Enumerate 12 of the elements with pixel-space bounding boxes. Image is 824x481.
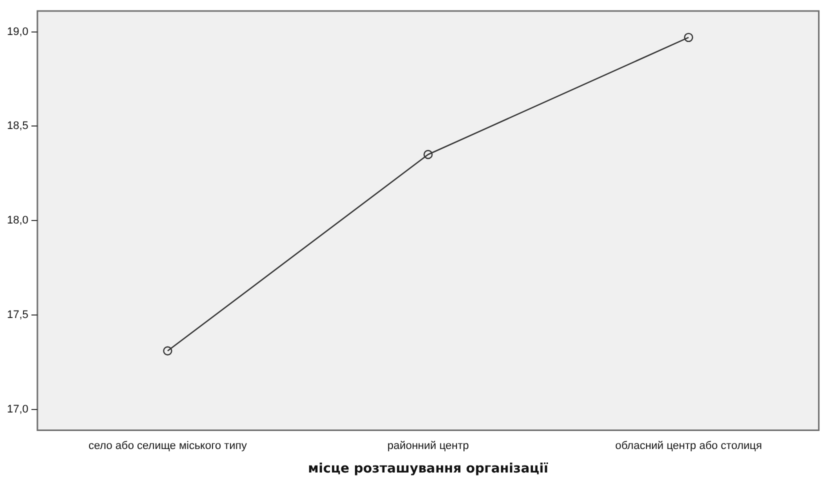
y-tick-label: 19,0 (6, 26, 28, 38)
y-tick-label: 18,0 (6, 214, 28, 227)
x-tick-label: обласний центр або столиця (615, 440, 762, 452)
x-axis-title: місце розташування організації (308, 462, 549, 477)
y-tick-label: 18,5 (6, 120, 28, 132)
y-tick-label: 17,0 (6, 403, 28, 416)
point (684, 32, 694, 42)
point (424, 150, 433, 160)
x-tick-label: село або селище міського типу (88, 440, 248, 452)
x-tick-label: районний центр (387, 440, 469, 452)
point (163, 346, 172, 356)
y-tick-label: 17,5 (6, 309, 28, 322)
